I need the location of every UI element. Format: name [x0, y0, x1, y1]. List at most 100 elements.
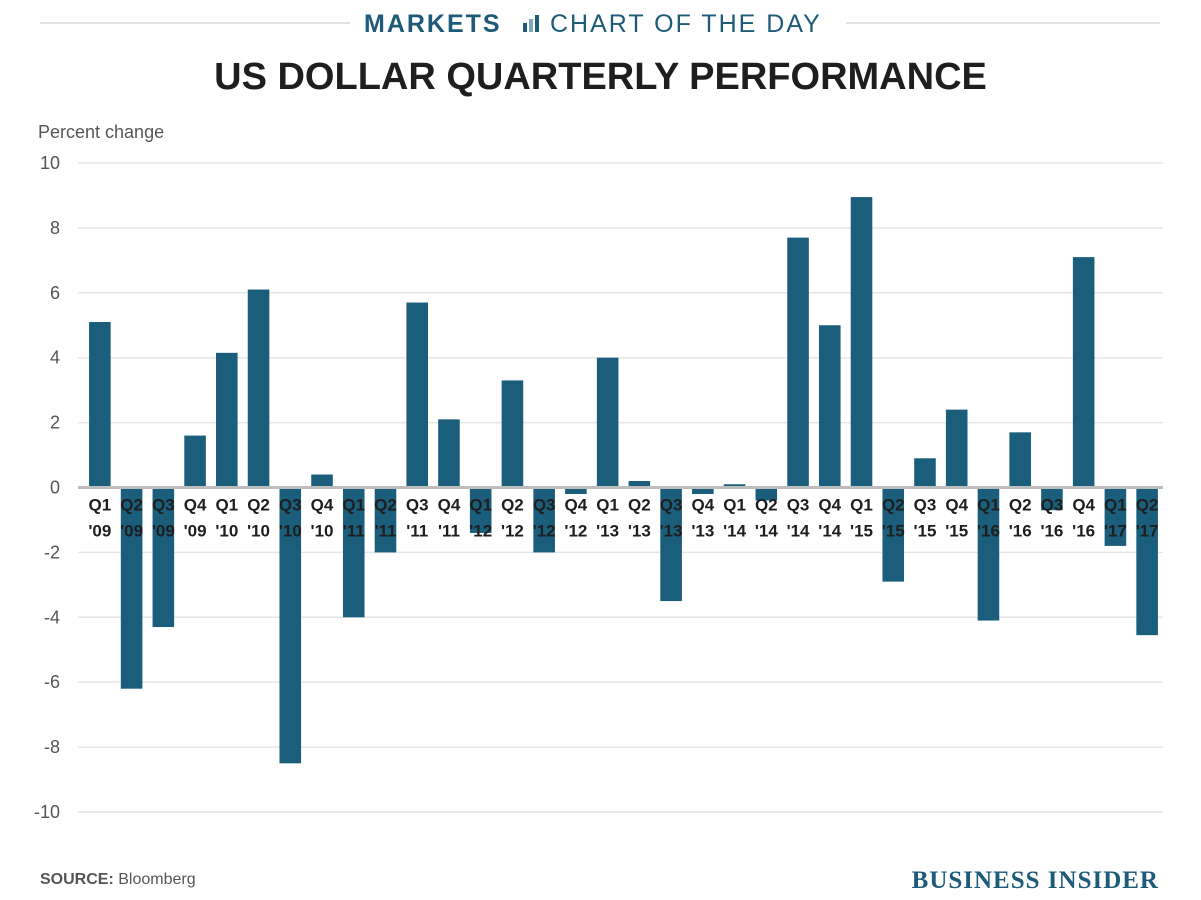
- x-tick-year: '16: [1040, 522, 1063, 541]
- x-tick-quarter: Q1: [89, 496, 112, 515]
- x-tick-year: '12: [564, 522, 587, 541]
- x-tick-quarter: Q4: [945, 496, 968, 515]
- x-tick-year: '13: [691, 522, 714, 541]
- y-tick-label: 4: [50, 348, 60, 368]
- x-tick-quarter: Q2: [755, 496, 778, 515]
- x-tick-quarter: Q3: [533, 496, 556, 515]
- bar: [723, 484, 746, 488]
- bar: [850, 197, 873, 488]
- x-tick-quarter: Q2: [120, 496, 143, 515]
- x-tick-year: '11: [438, 522, 460, 541]
- x-tick-quarter: Q1: [469, 496, 492, 515]
- y-tick-label: -10: [34, 802, 60, 822]
- x-tick-year: '09: [88, 522, 111, 541]
- bar: [660, 487, 682, 602]
- bar: [406, 302, 429, 488]
- brand-logo: BUSINESS INSIDER: [911, 867, 1159, 894]
- bar: [1041, 487, 1063, 511]
- source-value: Bloomberg: [118, 871, 196, 888]
- x-tick-year: '15: [914, 522, 937, 541]
- x-tick-year: '17: [1136, 522, 1159, 541]
- x-tick-year: '12: [501, 522, 524, 541]
- x-tick-year: '13: [596, 522, 619, 541]
- bar: [692, 487, 714, 494]
- x-tick-year: '14: [723, 522, 746, 541]
- chart-title: US DOLLAR QUARTERLY PERFORMANCE: [214, 56, 987, 98]
- bar: [914, 458, 936, 488]
- bar: [882, 487, 905, 582]
- y-tick-labels: 10 8 6 4 2 0 -2 -4 -6 -8 -10: [34, 153, 60, 822]
- y-axis-label: Percent change: [38, 122, 165, 142]
- bar: [501, 380, 524, 488]
- source-label: SOURCE:: [40, 871, 114, 888]
- y-tick-label: 2: [50, 413, 60, 433]
- bars: [89, 197, 1158, 764]
- bar: [1009, 432, 1031, 488]
- x-tick-year: '16: [1072, 522, 1095, 541]
- x-tick-year: '17: [1104, 522, 1127, 541]
- x-tick-quarter: Q1: [1104, 496, 1127, 515]
- bar: [755, 487, 778, 501]
- bar: [438, 419, 460, 488]
- x-tick-quarter: Q3: [1041, 496, 1064, 515]
- x-tick-quarter: Q1: [977, 496, 1000, 515]
- bar: [279, 487, 302, 764]
- bar: [565, 487, 587, 494]
- x-tick-quarter: Q3: [914, 496, 937, 515]
- source-note: SOURCE: Bloomberg: [40, 871, 196, 889]
- x-tick-quarter: Q4: [691, 496, 714, 515]
- header-rule-left: [40, 22, 350, 24]
- x-tick-year: '14: [755, 522, 778, 541]
- x-tick-year: '09: [152, 522, 175, 541]
- x-tick-year: '16: [1009, 522, 1032, 541]
- bar: [1136, 487, 1158, 636]
- bar: [152, 487, 175, 628]
- x-tick-quarter: Q2: [247, 496, 270, 515]
- bar-chart-icon: [523, 15, 539, 32]
- bar: [1072, 257, 1095, 488]
- x-tick-year: '13: [628, 522, 651, 541]
- x-tick-quarter: Q3: [279, 496, 302, 515]
- bar: [374, 487, 397, 553]
- x-tick-year: '15: [945, 522, 968, 541]
- x-tick-year: '15: [882, 522, 905, 541]
- bar: [247, 289, 270, 488]
- x-tick-quarter: Q4: [818, 496, 841, 515]
- x-tick-year: '13: [660, 522, 683, 541]
- x-tick-year: '09: [120, 522, 143, 541]
- x-tick-year: '10: [247, 522, 270, 541]
- y-tick-label: -2: [44, 542, 60, 562]
- header-rule-right: [846, 22, 1160, 24]
- x-tick-quarter: Q1: [723, 496, 746, 515]
- x-tick-quarter: Q2: [1009, 496, 1032, 515]
- x-tick-quarter: Q1: [850, 496, 873, 515]
- x-tick-quarter: Q3: [152, 496, 175, 515]
- x-tick-quarter: Q1: [596, 496, 619, 515]
- y-tick-label: -6: [44, 672, 60, 692]
- x-tick-quarter: Q3: [406, 496, 429, 515]
- bar: [628, 481, 651, 488]
- bar: [945, 409, 968, 488]
- x-tick-year: '11: [406, 522, 428, 541]
- x-tick-quarter: Q2: [501, 496, 524, 515]
- x-tick-quarter: Q1: [215, 496, 238, 515]
- bar: [1104, 487, 1127, 546]
- bar: [216, 352, 238, 488]
- bar: [818, 325, 841, 488]
- x-tick-year: '11: [343, 522, 365, 541]
- x-tick-quarter: Q1: [342, 496, 365, 515]
- x-tick-quarter: Q2: [1136, 496, 1159, 515]
- x-tick-year: '11: [374, 522, 396, 541]
- section-label: MARKETS: [364, 10, 502, 38]
- x-tick-year: '12: [533, 522, 556, 541]
- bar: [184, 435, 206, 488]
- x-tick-year: '10: [215, 522, 238, 541]
- x-tick-quarter: Q2: [374, 496, 397, 515]
- bar: [977, 487, 1000, 621]
- bar: [533, 487, 555, 553]
- x-tick-year: '14: [818, 522, 841, 541]
- bar: [120, 487, 143, 689]
- x-tick-quarter: Q3: [660, 496, 683, 515]
- x-tick-quarter: Q4: [1072, 496, 1095, 515]
- y-tick-label: -8: [44, 737, 60, 757]
